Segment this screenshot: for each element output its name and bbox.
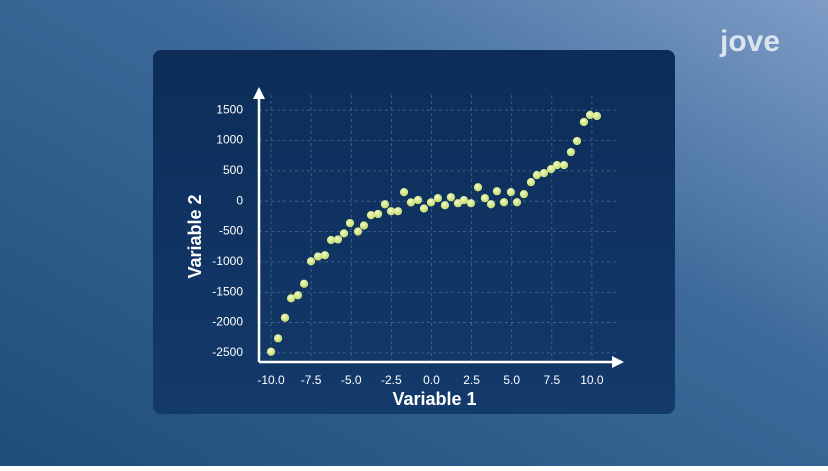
point: [273, 334, 283, 343]
point: [280, 313, 290, 322]
point: [546, 164, 556, 174]
point: [585, 110, 595, 120]
point: [345, 218, 355, 228]
point: [426, 198, 436, 207]
y-tick-label: 0: [236, 193, 243, 207]
point: [579, 117, 589, 127]
y-tick-label: -2500: [212, 345, 243, 359]
point: [353, 227, 363, 236]
y-tick-label: 1000: [216, 133, 243, 147]
x-tick-label: 7.5: [543, 373, 560, 387]
point: [526, 178, 536, 187]
point: [366, 211, 376, 220]
point: [559, 160, 569, 170]
point: [373, 209, 383, 219]
point: [572, 136, 582, 146]
point: [552, 160, 562, 170]
x-tick-label: 0.0: [423, 373, 440, 387]
point: [406, 198, 416, 207]
y-tick-label: 500: [223, 163, 243, 177]
point: [512, 198, 522, 207]
point: [326, 235, 336, 245]
x-axis-label: Variable 1: [392, 389, 476, 409]
point: [440, 201, 450, 210]
y-tick-label: -1500: [212, 284, 243, 298]
point: [413, 195, 423, 205]
point: [313, 252, 323, 261]
y-tick-label: 1500: [216, 102, 243, 116]
x-tick-label: -5.0: [341, 373, 362, 387]
point: [539, 168, 549, 178]
point: [266, 347, 276, 356]
x-tick-label: 10.0: [580, 373, 604, 387]
x-tick-label: 2.5: [463, 373, 480, 387]
point: [293, 291, 303, 300]
y-axis-arrow: [253, 87, 265, 99]
point: [446, 193, 455, 202]
point: [286, 294, 296, 303]
x-tick-label: -10.0: [257, 373, 285, 387]
point: [506, 187, 516, 197]
point: [433, 194, 443, 203]
y-tick-label: -2000: [212, 315, 243, 329]
x-tick-label: 5.0: [503, 373, 520, 387]
panel: [153, 50, 675, 414]
point: [339, 229, 349, 238]
x-axis-arrow: [612, 356, 624, 368]
point: [519, 190, 529, 199]
point: [466, 199, 476, 208]
y-tick-label: -500: [219, 224, 243, 238]
x-tick-label: -7.5: [301, 373, 322, 387]
point: [306, 257, 316, 266]
point: [380, 200, 390, 209]
point: [393, 207, 403, 216]
point: [359, 221, 369, 230]
point: [492, 187, 502, 196]
point: [566, 147, 576, 157]
point: [333, 235, 343, 244]
point: [459, 196, 468, 205]
point: [486, 200, 496, 209]
plot: -2500 -2000 -1500 -1000 -500 0 500 1000 1500 -10.…: [185, 87, 624, 409]
point: [386, 207, 396, 216]
point: [299, 279, 309, 288]
x-tick-label: -2.5: [381, 373, 402, 387]
point: [592, 111, 602, 121]
point: [320, 251, 330, 260]
point: [419, 204, 429, 213]
point: [532, 171, 541, 180]
y-axis-label: Variable 2: [185, 194, 205, 278]
point: [473, 183, 483, 192]
logo: jove: [719, 25, 780, 58]
y-tick-label: -1000: [212, 254, 243, 268]
point: [499, 198, 509, 207]
point: [399, 187, 409, 197]
point: [480, 194, 490, 203]
